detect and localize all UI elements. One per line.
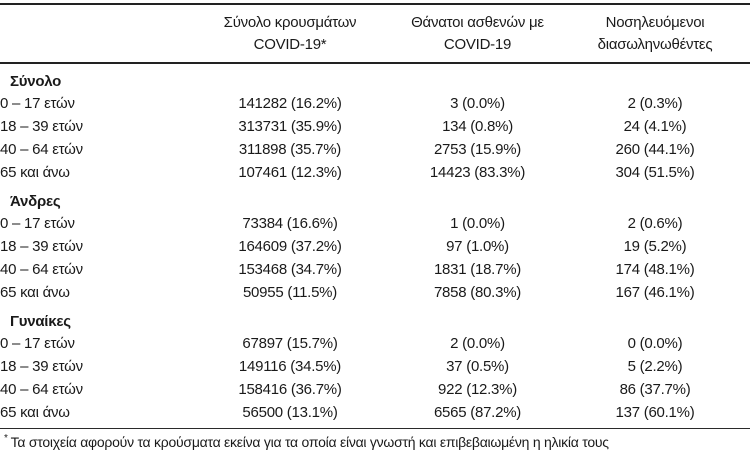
table-row: 18 – 39 ετών 164609 (37.2%) 97 (1.0%) 19… xyxy=(0,235,750,258)
footnote-text: Τα στοιχεία αφορούν τα κρούσματα εκείνα … xyxy=(10,434,609,450)
section-header-row: Άνδρες xyxy=(0,184,750,212)
deaths-value: 1831 (18.7%) xyxy=(433,261,522,278)
deaths-value: 14423 (83.3%) xyxy=(429,164,526,181)
deaths-value: 37 (0.5%) xyxy=(446,358,509,375)
table-row: 0 – 17 ετών 141282 (16.2%) 3 (0.0%) 2 (0… xyxy=(0,92,750,115)
intubated-value: 86 (37.7%) xyxy=(619,381,691,398)
intubated-value: 137 (60.1%) xyxy=(615,404,695,421)
table-header: Σύνολο κρουσμάτων COVID-19* Θάνατοι ασθε… xyxy=(0,4,750,64)
age-group-label: 40 – 64 ετών xyxy=(0,141,83,158)
deaths-value: 2 (0.0%) xyxy=(450,335,505,352)
intubated-value: 19 (5.2%) xyxy=(623,238,687,255)
cases-value: 153468 (34.7%) xyxy=(238,261,342,278)
cases-value: 50955 (11.5%) xyxy=(242,284,338,301)
deaths-value: 6565 (87.2%) xyxy=(433,404,522,421)
header-total-cases-line2: COVID-19* xyxy=(253,36,327,53)
age-group-label: 0 – 17 ετών xyxy=(0,95,75,112)
table-footer: * Τα στοιχεία αφορούν τα κρούσματα εκείνα… xyxy=(0,428,750,451)
intubated-value: 260 (44.1%) xyxy=(615,141,695,158)
cases-value: 73384 (16.6%) xyxy=(242,215,338,232)
intubated-value: 0 (0.0%) xyxy=(627,335,683,352)
section-total: Σύνολο 0 – 17 ετών 141282 (16.2%) 3 (0.0… xyxy=(0,63,750,184)
footnote: * Τα στοιχεία αφορούν τα κρούσματα εκείνα… xyxy=(0,428,750,451)
intubated-value: 304 (51.5%) xyxy=(615,164,695,181)
cases-value: 164609 (37.2%) xyxy=(238,238,342,255)
header-intubated-line1: Νοσηλευόμενοι xyxy=(605,14,705,31)
table-row: 40 – 64 ετών 158416 (36.7%) 922 (12.3%) … xyxy=(0,378,750,401)
age-group-label: 65 και άνω xyxy=(0,404,70,421)
deaths-value: 2753 (15.9%) xyxy=(433,141,522,158)
deaths-value: 97 (1.0%) xyxy=(446,238,509,255)
cases-value: 158416 (36.7%) xyxy=(238,381,342,398)
covid-age-distribution-table: Σύνολο κρουσμάτων COVID-19* Θάνατοι ασθε… xyxy=(0,3,750,451)
intubated-value: 2 (0.3%) xyxy=(627,95,683,112)
section-men: Άνδρες 0 – 17 ετών 73384 (16.6%) 1 (0.0%… xyxy=(0,184,750,304)
header-total-cases-line1: Σύνολο κρουσμάτων xyxy=(223,14,357,31)
intubated-value: 24 (4.1%) xyxy=(623,118,687,135)
age-group-label: 0 – 17 ετών xyxy=(0,335,75,352)
age-group-label: 18 – 39 ετών xyxy=(0,358,83,375)
table-row: 40 – 64 ετών 153468 (34.7%) 1831 (18.7%)… xyxy=(0,258,750,281)
header-deaths-line2: COVID-19 xyxy=(443,36,512,53)
cases-value: 67897 (15.7%) xyxy=(242,335,338,352)
deaths-value: 922 (12.3%) xyxy=(438,381,517,398)
header-total-cases: Σύνολο κρουσμάτων COVID-19* xyxy=(185,4,395,64)
header-intubated-line2: διασωληνωθέντες xyxy=(597,36,713,53)
table-row: 40 – 64 ετών 311898 (35.7%) 2753 (15.9%)… xyxy=(0,138,750,161)
cases-value: 313731 (35.9%) xyxy=(238,118,342,135)
table-row: 65 και άνω 50955 (11.5%) 7858 (80.3%) 16… xyxy=(0,281,750,304)
cases-value: 149116 (34.5%) xyxy=(238,358,342,375)
age-group-label: 65 και άνω xyxy=(0,284,70,301)
cases-value: 311898 (35.7%) xyxy=(238,141,342,158)
cases-value: 56500 (13.1%) xyxy=(242,404,338,421)
age-group-label: 18 – 39 ετών xyxy=(0,118,83,135)
cases-value: 107461 (12.3%) xyxy=(238,164,342,181)
deaths-value: 1 (0.0%) xyxy=(450,215,505,232)
section-header-row: Γυναίκες xyxy=(0,304,750,332)
deaths-value: 134 (0.8%) xyxy=(442,118,513,135)
footnote-row: * Τα στοιχεία αφορούν τα κρούσματα εκείνα… xyxy=(0,428,750,451)
header-deaths-line1: Θάνατοι ασθενών με xyxy=(411,14,544,31)
intubated-value: 5 (2.2%) xyxy=(627,358,683,375)
cases-value: 141282 (16.2%) xyxy=(238,95,342,112)
intubated-value: 174 (48.1%) xyxy=(615,261,695,278)
table-row: 18 – 39 ετών 149116 (34.5%) 37 (0.5%) 5 … xyxy=(0,355,750,378)
age-group-label: 40 – 64 ετών xyxy=(0,381,83,398)
intubated-value: 167 (46.1%) xyxy=(615,284,695,301)
section-label-women: Γυναίκες xyxy=(10,313,71,330)
age-group-label: 0 – 17 ετών xyxy=(0,215,75,232)
age-group-label: 65 και άνω xyxy=(0,164,70,181)
intubated-value: 2 (0.6%) xyxy=(627,215,683,232)
header-intubated: Νοσηλευόμενοι διασωληνωθέντες xyxy=(560,4,750,64)
section-women: Γυναίκες 0 – 17 ετών 67897 (15.7%) 2 (0.… xyxy=(0,304,750,429)
header-deaths: Θάνατοι ασθενών με COVID-19 xyxy=(395,4,560,64)
header-empty-cell xyxy=(0,4,185,64)
footnote-asterisk: * xyxy=(4,433,8,445)
table-row: 0 – 17 ετών 67897 (15.7%) 2 (0.0%) 0 (0.… xyxy=(0,332,750,355)
deaths-value: 3 (0.0%) xyxy=(450,95,505,112)
header-row: Σύνολο κρουσμάτων COVID-19* Θάνατοι ασθε… xyxy=(0,4,750,64)
age-group-label: 40 – 64 ετών xyxy=(0,261,83,278)
table-row: 18 – 39 ετών 313731 (35.9%) 134 (0.8%) 2… xyxy=(0,115,750,138)
section-label-total: Σύνολο xyxy=(10,73,62,90)
table-row: 0 – 17 ετών 73384 (16.6%) 1 (0.0%) 2 (0.… xyxy=(0,212,750,235)
section-header-row: Σύνολο xyxy=(0,63,750,92)
deaths-value: 7858 (80.3%) xyxy=(433,284,522,301)
table-row: 65 και άνω 56500 (13.1%) 6565 (87.2%) 13… xyxy=(0,401,750,424)
table-row: 65 και άνω 107461 (12.3%) 14423 (83.3%) … xyxy=(0,161,750,184)
section-label-men: Άνδρες xyxy=(10,193,61,210)
age-group-label: 18 – 39 ετών xyxy=(0,238,83,255)
